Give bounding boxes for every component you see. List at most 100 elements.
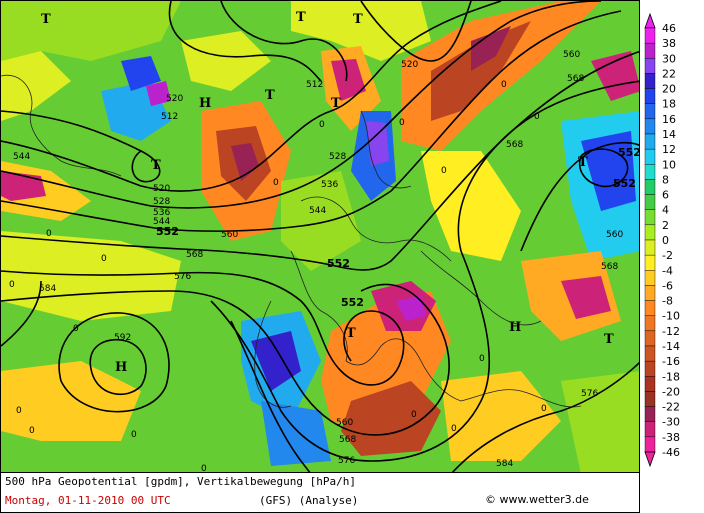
contour-label: 568 — [567, 74, 584, 84]
contour-line — [58, 312, 170, 413]
legend-label: 10 — [662, 158, 676, 171]
motion-patch — [121, 56, 161, 91]
legend-label: -10 — [662, 310, 680, 323]
contour-label: 568 — [186, 250, 203, 260]
legend-svg: 4638302220181614121086420-2-4-6-8-10-12-… — [644, 12, 680, 468]
zero-label: 0 — [46, 229, 52, 239]
legend-label: -12 — [662, 325, 680, 338]
low-center-label: T — [578, 155, 588, 170]
motion-patch — [181, 31, 271, 91]
contour-label: 568 — [601, 262, 618, 272]
motion-patch — [471, 26, 511, 71]
legend-label: -38 — [662, 431, 680, 444]
legend-label: 6 — [662, 189, 669, 202]
coastlines — [1, 74, 582, 408]
legend-swatch — [644, 179, 656, 195]
legend-swatch — [644, 103, 656, 120]
contour-label-bold: 552 — [613, 177, 636, 190]
legend-label: 8 — [662, 173, 669, 186]
legend-swatch — [644, 345, 656, 362]
low-center-label: T — [353, 12, 363, 27]
coastline — [420, 250, 542, 326]
low-center-label: T — [296, 10, 306, 25]
legend-swatch — [644, 58, 656, 74]
contour-label-bold: 552 — [341, 296, 364, 309]
zero-label: 0 — [319, 120, 325, 130]
zero-label: 0 — [451, 424, 457, 434]
contour-label: 576 — [174, 272, 191, 282]
high-center-label: H — [115, 360, 127, 375]
legend-label: -20 — [662, 385, 680, 398]
legend-label: -4 — [662, 264, 673, 277]
contour-label-bold: 552 — [618, 146, 640, 159]
zero-label: 0 — [441, 166, 447, 176]
legend-swatch — [644, 300, 656, 316]
contour-line — [1, 10, 622, 232]
zero-label: 0 — [501, 80, 507, 90]
contour-label: 544 — [13, 152, 30, 162]
legend-label: -14 — [662, 340, 680, 353]
credit-url: www.wetter3.de — [499, 493, 589, 506]
contour-line — [1, 1, 602, 209]
contour-line — [210, 80, 639, 462]
zero-label: 0 — [9, 280, 15, 290]
copyright-icon: © — [485, 493, 496, 506]
motion-patch — [341, 381, 441, 456]
contour-line — [1, 110, 161, 183]
coastline — [290, 250, 348, 362]
map-svg: 512 520 520 528 536 544 544 560 568 576 … — [1, 1, 640, 472]
legend-swatch — [644, 239, 656, 256]
map-caption: 500 hPa Geopotential [gpdm], Vertikalbew… — [0, 473, 640, 513]
credit: © www.wetter3.de — [485, 493, 589, 506]
legend-swatch — [644, 148, 656, 165]
contour-label: 544 — [153, 217, 170, 227]
low-center-label: T — [331, 96, 341, 111]
contour-label: 520 — [166, 94, 183, 104]
legend-swatch — [644, 285, 656, 301]
motion-patch — [231, 143, 259, 181]
legend-label: 22 — [662, 67, 676, 80]
contour-label: 568 — [339, 435, 356, 445]
pressure-centers: T T T T T T T T T H H H — [41, 10, 614, 375]
legend-arrow-bottom — [644, 451, 656, 468]
legend-label: -16 — [662, 355, 680, 368]
contour-label-bold: 552 — [156, 225, 179, 238]
motion-patch — [561, 276, 611, 319]
legend-swatch — [644, 391, 656, 407]
coastline — [460, 389, 582, 408]
legend-swatch — [644, 27, 656, 44]
zero-label: 0 — [411, 410, 417, 420]
contour-label: 592 — [114, 333, 131, 343]
motion-patch — [581, 131, 636, 211]
legend-label: 18 — [662, 98, 676, 111]
geopotential-contours — [1, 1, 639, 472]
contour-line — [89, 339, 147, 396]
legend-label: -22 — [662, 401, 680, 414]
contour-line — [451, 361, 639, 472]
legend-swatch — [644, 133, 656, 150]
contour-line — [168, 1, 322, 82]
zero-label: 0 — [131, 430, 137, 440]
contour-label: 512 — [306, 80, 323, 90]
low-center-label: T — [346, 326, 356, 341]
contour-line — [579, 148, 629, 188]
coastline — [1, 74, 122, 177]
color-legend: 46 38 30 22 20 18 16 14 12 10 8 6 4 2 0 -2 -4 -6 -8 -10 -12-… — [640, 0, 704, 473]
legend-swatch — [644, 42, 656, 59]
motion-patch — [291, 1, 431, 61]
motion-patch — [251, 331, 301, 391]
contour-label: 536 — [321, 180, 338, 190]
legend-label: -18 — [662, 370, 680, 383]
low-center-label: T — [604, 332, 614, 347]
low-center-label: T — [41, 12, 51, 27]
legend-label: 12 — [662, 143, 676, 156]
motion-patch — [441, 371, 561, 461]
contour-line — [220, 1, 348, 82]
legend-swatch — [644, 376, 656, 392]
high-center-label: H — [509, 320, 521, 335]
legend-swatch — [644, 88, 656, 104]
motion-patch — [396, 296, 426, 321]
legend-label: -46 — [662, 446, 680, 459]
legend-label: 2 — [662, 219, 669, 232]
motion-patch — [146, 81, 171, 106]
